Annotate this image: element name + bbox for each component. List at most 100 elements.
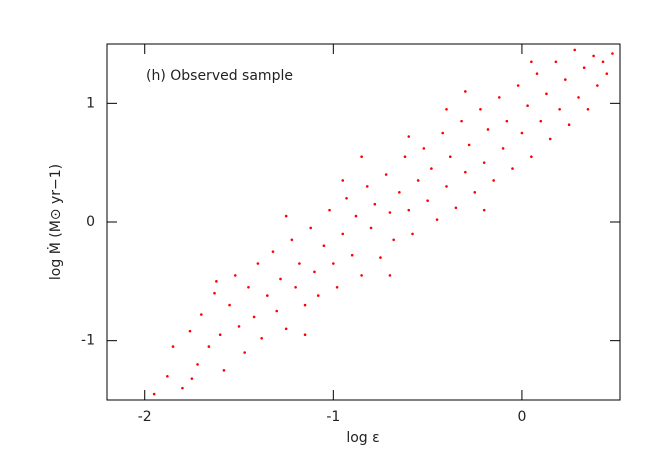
y-tick-label: 1 — [86, 95, 95, 111]
point — [526, 104, 529, 108]
point — [188, 329, 192, 333]
point — [403, 155, 407, 159]
point — [365, 185, 369, 188]
point — [171, 345, 175, 348]
point — [322, 244, 326, 248]
x-axis-label: log ε — [346, 430, 379, 446]
point — [398, 191, 401, 194]
point — [290, 238, 294, 242]
point — [196, 363, 199, 366]
point — [350, 253, 354, 257]
point — [497, 96, 501, 99]
point — [435, 218, 439, 221]
point — [228, 303, 231, 307]
point — [222, 369, 226, 372]
point — [215, 280, 218, 283]
y-tick-label: -1 — [81, 333, 95, 349]
point — [384, 173, 388, 176]
point — [354, 214, 358, 218]
point — [492, 179, 495, 182]
point — [373, 202, 377, 206]
point — [422, 147, 426, 150]
point — [530, 60, 533, 64]
point — [454, 206, 458, 210]
point — [464, 170, 467, 174]
point — [586, 107, 590, 111]
point — [558, 107, 561, 111]
point — [426, 199, 429, 202]
point — [530, 155, 533, 159]
point — [369, 226, 373, 230]
point — [388, 274, 392, 277]
point — [567, 123, 571, 126]
point — [545, 92, 548, 96]
point — [611, 52, 614, 55]
y-tick-label: 0 — [86, 214, 95, 230]
point — [271, 250, 275, 253]
point — [467, 143, 471, 147]
point — [360, 274, 363, 277]
point — [564, 78, 567, 81]
point — [275, 309, 279, 313]
point — [284, 327, 288, 331]
point — [303, 333, 307, 337]
point — [298, 262, 301, 265]
point — [388, 211, 392, 214]
point — [335, 285, 339, 289]
point — [605, 72, 609, 75]
annotation: (h) Observed sample — [146, 68, 293, 84]
plot-frame — [106, 43, 621, 401]
point — [430, 167, 433, 170]
point — [309, 226, 312, 230]
point — [266, 294, 269, 297]
point — [486, 128, 490, 131]
y-axis-label: log Ṁ (M⊙ yr−1) — [46, 164, 64, 280]
point — [313, 270, 316, 274]
x-tick-label: -2 — [138, 409, 152, 425]
point — [511, 167, 514, 170]
point — [577, 96, 580, 99]
point — [166, 374, 169, 378]
point — [411, 232, 414, 236]
point — [520, 131, 524, 135]
point — [332, 262, 335, 265]
point — [539, 119, 543, 123]
point — [505, 119, 509, 123]
point — [345, 196, 348, 200]
point — [535, 72, 539, 75]
point — [247, 285, 250, 289]
point — [341, 232, 345, 236]
point — [181, 386, 184, 390]
point — [573, 48, 577, 52]
point — [516, 84, 520, 87]
point — [341, 179, 345, 182]
point — [407, 135, 411, 138]
point — [445, 185, 448, 188]
point — [592, 54, 595, 58]
point — [360, 155, 363, 159]
point — [460, 119, 463, 123]
point — [601, 60, 605, 64]
point — [392, 238, 395, 242]
point — [279, 277, 282, 281]
point — [482, 161, 486, 164]
point — [596, 84, 599, 87]
point — [582, 66, 586, 70]
point — [190, 377, 194, 380]
point — [448, 155, 452, 159]
point — [252, 315, 256, 319]
point — [243, 351, 246, 354]
point — [379, 256, 382, 259]
point — [256, 262, 260, 265]
point — [554, 60, 558, 64]
point — [407, 208, 411, 212]
point — [294, 285, 297, 289]
point — [233, 274, 237, 277]
point — [200, 313, 203, 316]
point — [441, 131, 445, 135]
point — [260, 336, 263, 340]
point — [473, 191, 477, 194]
x-tick-label: -1 — [326, 409, 340, 425]
x-tick-label: 0 — [517, 409, 526, 425]
